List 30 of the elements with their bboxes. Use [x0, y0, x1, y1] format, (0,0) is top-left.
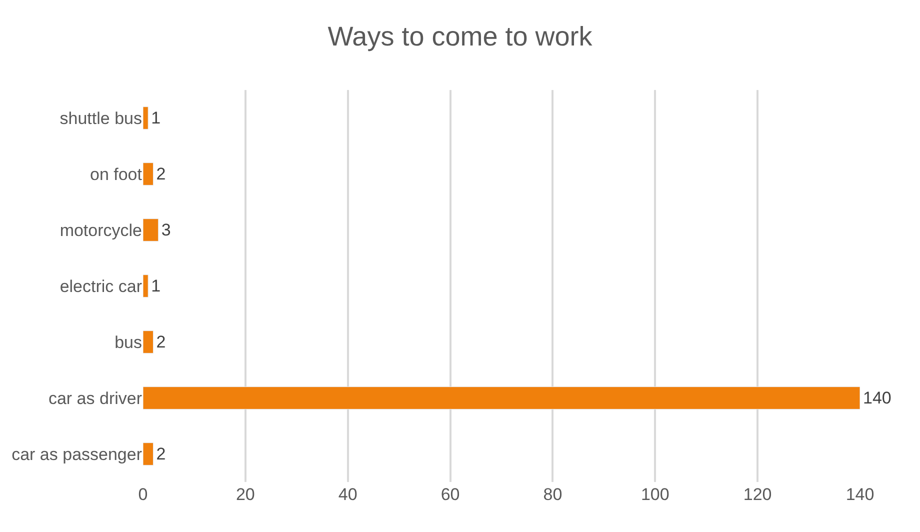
- y-tick-label: electric car: [60, 276, 142, 296]
- bar: [143, 162, 154, 186]
- y-tick-label: shuttle bus: [60, 108, 142, 128]
- x-tick-label: 80: [543, 485, 562, 504]
- data-label: 2: [156, 164, 166, 184]
- x-tick-label: 100: [640, 485, 670, 504]
- data-label: 2: [156, 444, 166, 464]
- bar: [143, 274, 148, 298]
- data-label: 2: [156, 332, 166, 352]
- bar: [143, 218, 159, 242]
- x-tick-label: 20: [236, 485, 255, 504]
- y-tick-label: motorcycle: [60, 220, 142, 240]
- bar: [143, 386, 860, 410]
- y-tick-label: car as passenger: [12, 444, 142, 464]
- chart-title: Ways to come to work: [328, 22, 593, 52]
- y-tick-label: car as driver: [48, 388, 142, 408]
- y-tick-label: on foot: [90, 164, 142, 184]
- x-tick-label: 60: [440, 485, 460, 504]
- bar: [143, 330, 154, 354]
- data-label: 3: [161, 220, 171, 240]
- data-label: 1: [151, 108, 161, 128]
- data-label: 1: [151, 276, 161, 296]
- y-tick-label: bus: [114, 332, 142, 352]
- bar: [143, 442, 154, 466]
- x-tick-label: 40: [338, 485, 358, 504]
- data-label: 140: [863, 388, 892, 408]
- x-tick-label: 120: [743, 485, 772, 504]
- x-tick-label: 140: [846, 485, 874, 504]
- bar: [143, 106, 148, 130]
- x-tick-label: 0: [138, 485, 148, 504]
